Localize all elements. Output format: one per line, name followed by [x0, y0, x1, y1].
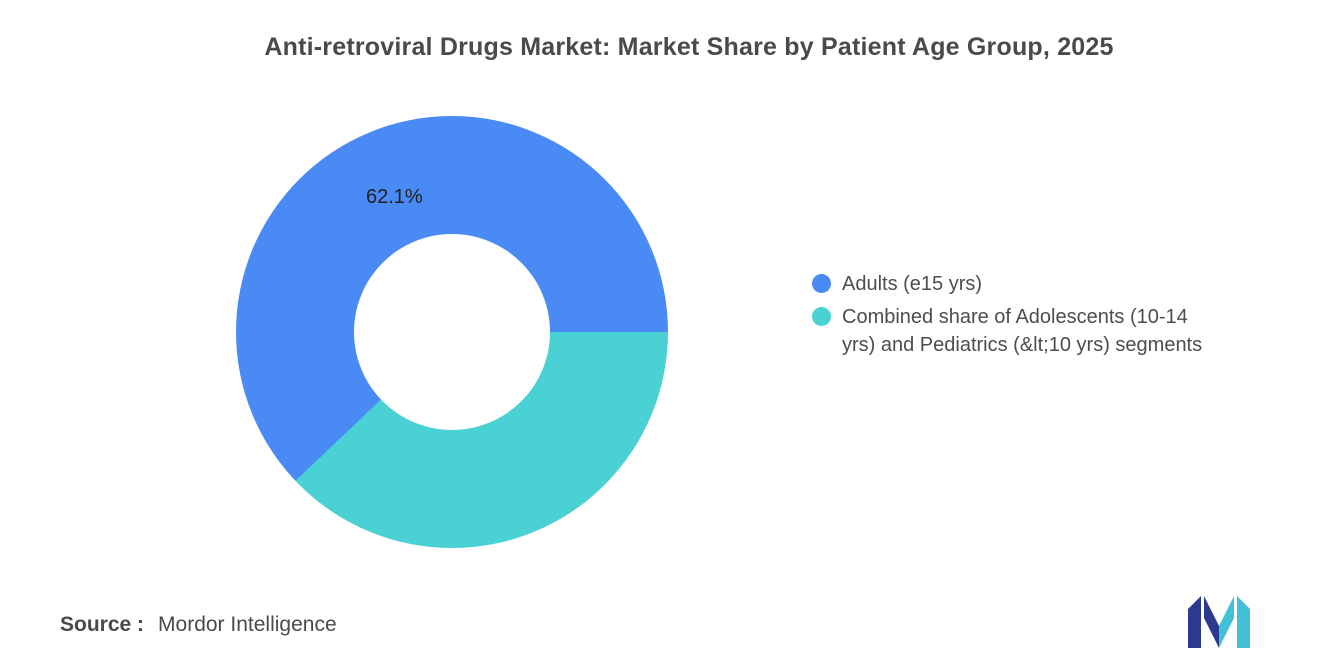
logo-shape-down-stroke — [1204, 596, 1219, 648]
chart-legend: Adults (e15 yrs) Combined share of Adole… — [812, 270, 1252, 359]
logo-shape-left-bar — [1188, 596, 1201, 648]
donut-chart: 62.1% — [236, 116, 668, 548]
legend-label-adults: Adults (e15 yrs) — [842, 273, 983, 295]
logo-shape-up-stroke — [1219, 596, 1234, 648]
source-line: Source : Mordor Intelligence — [60, 613, 337, 637]
legend-marker-adults — [812, 274, 831, 293]
source-text: Mordor Intelligence — [158, 613, 337, 636]
legend-item-adults: Adults (e15 yrs) — [812, 270, 1252, 298]
legend-item-combined: Combined share of Adolescents (10-14 yrs… — [812, 303, 1252, 359]
donut-hole — [354, 234, 550, 430]
source-prefix: Source : — [60, 613, 145, 636]
legend-marker-combined — [812, 307, 831, 326]
mordor-intelligence-logo — [1188, 596, 1250, 648]
slice-label-adults: 62.1% — [366, 186, 423, 208]
chart-title: Anti-retroviral Drugs Market: Market Sha… — [264, 33, 1114, 61]
logo-shape-right-bar — [1237, 596, 1250, 648]
legend-label-combined: Combined share of Adolescents (10-14 yrs… — [842, 306, 1203, 356]
